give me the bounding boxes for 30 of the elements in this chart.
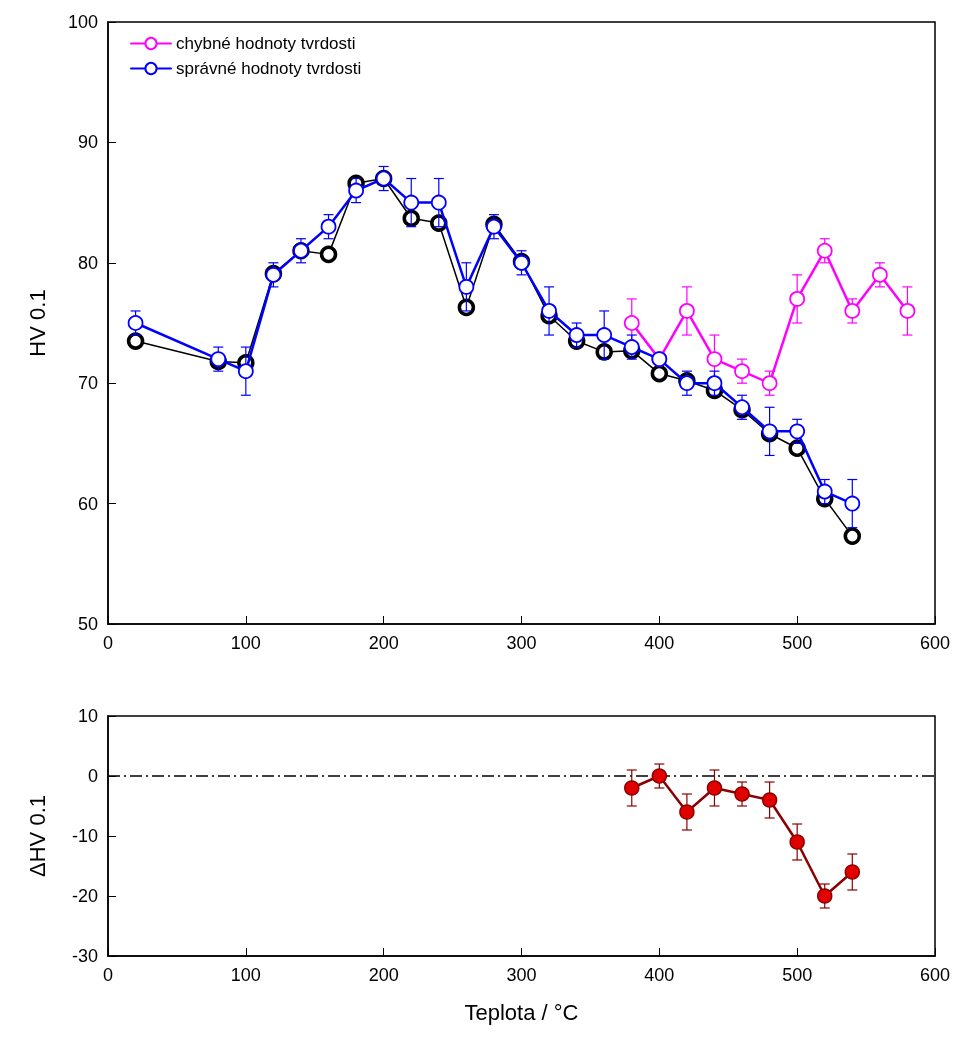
y-tick-label: -10 xyxy=(71,826,98,846)
x-tick-label: 100 xyxy=(230,965,261,985)
x-tick-label: 600 xyxy=(919,965,951,985)
y-tick-label: 10 xyxy=(77,706,98,726)
x-tick-label: 300 xyxy=(506,965,537,985)
x-tick-label: 500 xyxy=(782,633,813,653)
y-axis-title: HV 0.1 xyxy=(24,289,50,357)
legend-label: správné hodnoty tvrdosti xyxy=(176,59,362,78)
legend-label: chybné hodnoty tvrdosti xyxy=(176,34,356,53)
x-tick-label: 0 xyxy=(102,965,114,985)
x-tick-label: 0 xyxy=(102,633,114,653)
y-tick-label: 0 xyxy=(87,766,98,786)
x-tick-label: 400 xyxy=(644,965,675,985)
x-tick-label: 200 xyxy=(368,633,399,653)
x-axis-title: Teplota / °C xyxy=(464,999,579,1025)
x-tick-label: 200 xyxy=(368,965,399,985)
y-tick-label: 70 xyxy=(77,373,98,394)
y-tick-label: 60 xyxy=(77,493,98,514)
x-tick-label: 100 xyxy=(230,633,261,653)
y-tick-label: 80 xyxy=(77,252,98,273)
y-tick-label: -20 xyxy=(71,886,98,906)
x-tick-label: 400 xyxy=(644,633,675,653)
y-tick-label: -30 xyxy=(71,946,98,966)
y-tick-label: 90 xyxy=(77,132,98,153)
x-tick-label: 600 xyxy=(919,633,951,653)
y-tick-label: 100 xyxy=(67,12,98,32)
x-tick-label: 500 xyxy=(782,965,813,985)
x-tick-label: 300 xyxy=(506,633,537,653)
y-axis-title: ΔHV 0.1 xyxy=(24,795,50,877)
y-tick-label: 50 xyxy=(77,614,98,634)
